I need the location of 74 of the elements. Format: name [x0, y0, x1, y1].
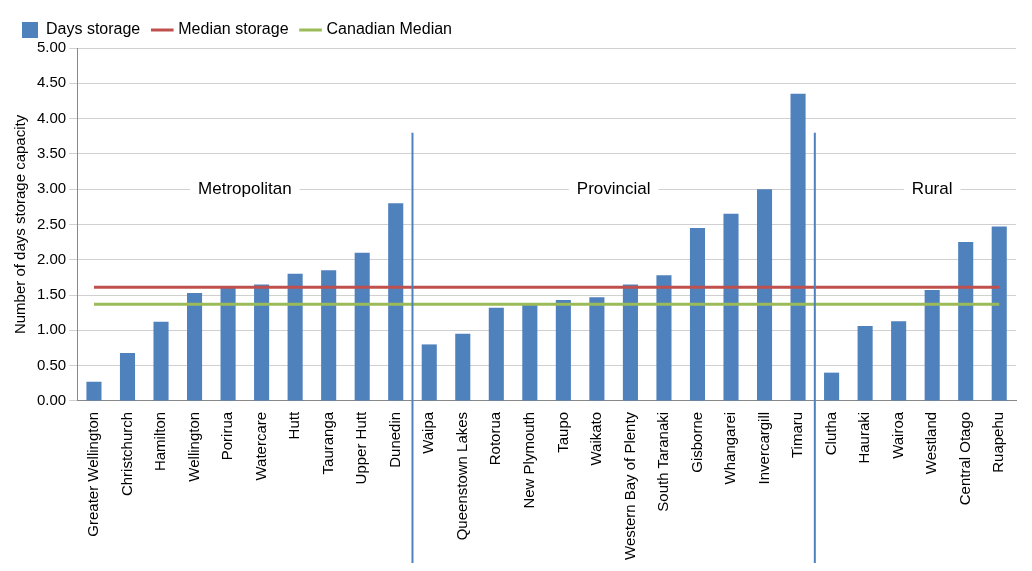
bar — [488, 307, 504, 401]
x-tick-label: Westland — [922, 411, 940, 475]
y-axis-title: Number of days storage capacity — [11, 114, 29, 335]
x-tick-label: Clutha — [821, 411, 839, 456]
bar — [522, 303, 538, 401]
x-tick-label: Invercargill — [754, 411, 772, 485]
bar — [857, 326, 873, 401]
legend-label: Median storage — [178, 20, 289, 38]
y-tick-label: 0.50 — [36, 355, 67, 373]
x-tick-label: Ruapehu — [989, 411, 1007, 473]
bar — [555, 299, 571, 401]
x-tick-label: Tauranga — [318, 411, 336, 475]
bar — [589, 297, 605, 401]
x-tick-label: Greater Wellington — [84, 411, 102, 537]
y-tick-label: 2.50 — [36, 214, 67, 232]
annotation: Provincial — [576, 178, 651, 198]
x-tick-label: Hamilton — [151, 411, 169, 472]
x-tick-label: Gisborne — [687, 411, 705, 473]
bar — [756, 189, 773, 401]
bar — [321, 270, 337, 401]
legend-label: Days storage — [46, 20, 141, 38]
x-tick-label: Hauraki — [855, 411, 873, 464]
bar — [723, 213, 739, 401]
bar — [824, 372, 840, 401]
y-tick-label: 1.50 — [36, 285, 67, 303]
bar — [455, 333, 471, 401]
x-tick-label: Dunedin — [385, 411, 403, 468]
annotation: Rural — [911, 178, 953, 198]
bar — [187, 292, 203, 401]
legend-label: Canadian Median — [326, 20, 452, 38]
bar — [656, 275, 672, 401]
x-tick-label: Watercare — [251, 411, 269, 481]
y-tick-label: 4.50 — [36, 73, 67, 91]
y-tick-label: 3.00 — [36, 179, 67, 197]
x-tick-label: Central Otago — [955, 411, 973, 506]
bar — [622, 284, 638, 401]
x-tick-label: Wellington — [184, 411, 202, 482]
x-tick-label: Taupo — [553, 411, 571, 453]
x-tick-label: Christchurch — [117, 411, 135, 497]
bar — [790, 93, 806, 401]
x-tick-label: New Plymouth — [519, 411, 537, 509]
bar — [287, 273, 303, 401]
y-tick-label: 5.00 — [36, 38, 67, 56]
bar — [153, 321, 169, 401]
x-tick-label: Wairoa — [888, 411, 906, 459]
bar — [119, 352, 136, 401]
bar — [86, 381, 102, 401]
bar — [689, 227, 706, 401]
bar — [354, 252, 370, 401]
y-tick-label: 0.00 — [36, 391, 67, 409]
bar — [891, 321, 907, 401]
y-tick-label: 4.00 — [36, 108, 67, 126]
x-tick-label: Whangarei — [721, 411, 739, 485]
bar — [958, 242, 974, 401]
x-tick-label: Timaru — [788, 411, 806, 458]
annotation: Metropolitan — [198, 178, 292, 198]
bar — [924, 290, 940, 401]
y-tick-label: 2.00 — [36, 249, 67, 267]
y-tick-label: 3.50 — [36, 144, 67, 161]
x-tick-label: Waipa — [419, 411, 437, 454]
bar — [220, 287, 236, 401]
x-tick-label: Porirua — [218, 411, 236, 461]
x-tick-label: Rotorua — [486, 411, 504, 466]
bar — [991, 226, 1007, 401]
x-tick-label: Upper Hutt — [352, 411, 370, 485]
y-tick-label: 1.00 — [36, 320, 67, 338]
x-tick-label: South Taranaki — [654, 411, 672, 512]
bar — [388, 203, 404, 401]
x-tick-label: Queenstown Lakes — [452, 411, 470, 541]
bar — [254, 284, 270, 401]
x-tick-label: Waikato — [587, 411, 605, 466]
x-tick-label: Western Bay of Plenty — [620, 411, 638, 560]
x-tick-label: Hutt — [285, 411, 303, 440]
bar — [421, 344, 437, 401]
